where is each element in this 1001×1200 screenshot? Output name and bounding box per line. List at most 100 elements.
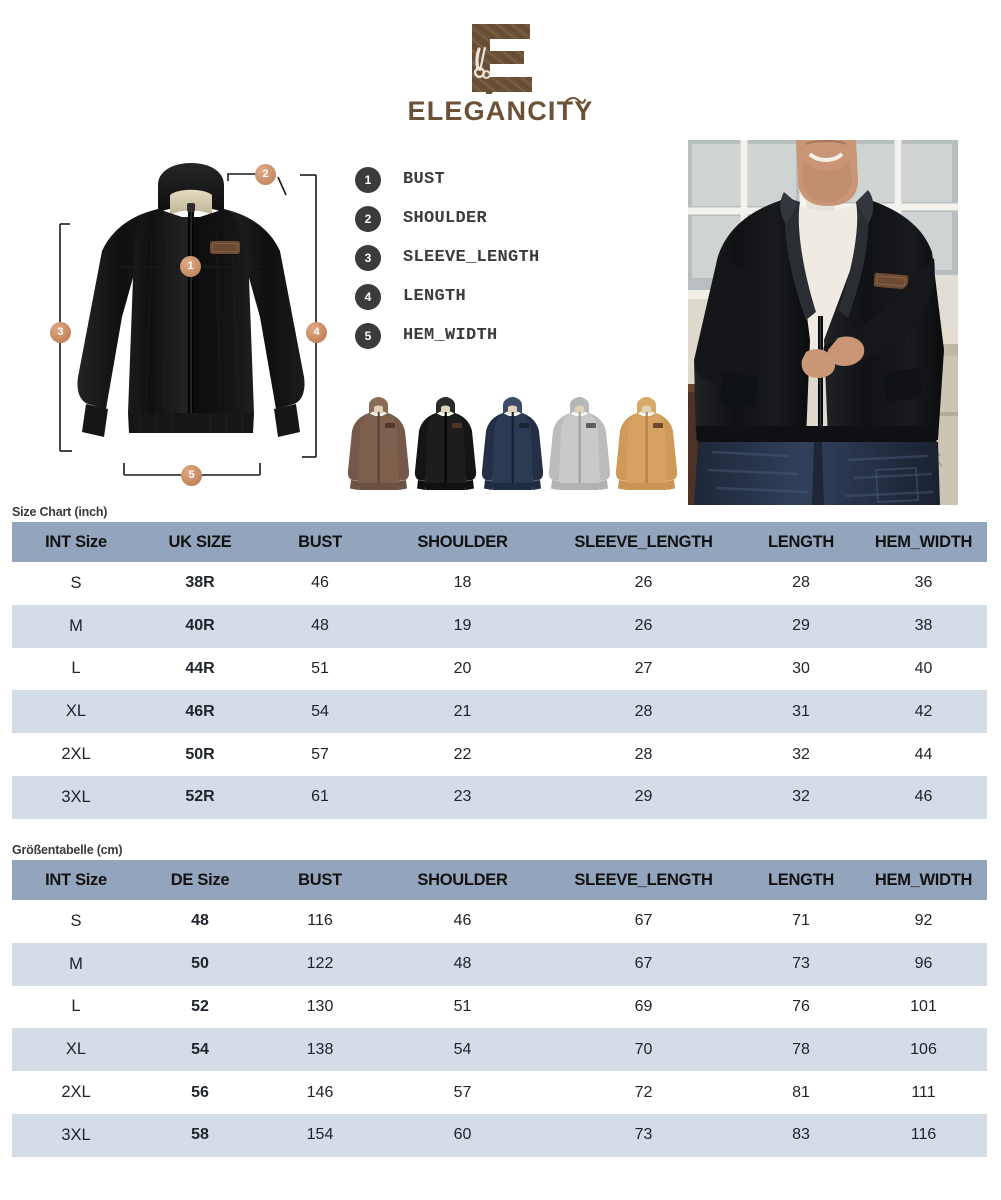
cell-sleeve-length: 67 xyxy=(545,900,742,943)
cell-uk-size: 38R xyxy=(140,562,260,605)
color-variant-light-grey[interactable] xyxy=(546,392,613,497)
cell-hem-width: 116 xyxy=(860,1113,987,1157)
table-row: L 52 130 51 69 76 101 xyxy=(12,985,987,1029)
legend-badge-3: 3 xyxy=(355,244,381,271)
cell-shoulder: 51 xyxy=(380,985,545,1029)
cell-bust: 46 xyxy=(260,562,380,605)
cell-bust: 61 xyxy=(260,775,380,819)
cell-int-size: XL xyxy=(12,1028,140,1072)
color-variant-black[interactable] xyxy=(412,392,479,497)
size-chart-inch-table: INT Size UK SIZE BUST SHOULDER SLEEVE_LE… xyxy=(12,522,987,819)
table-row: S 48 116 46 67 71 92 xyxy=(12,900,987,943)
model-photo xyxy=(688,140,958,505)
legend-item-length: 4 LENGTH xyxy=(355,277,655,316)
cell-int-size: XL xyxy=(12,690,140,734)
table-row: 3XL 58 154 60 73 83 116 xyxy=(12,1113,987,1157)
jacket-illustration-icon xyxy=(59,163,317,476)
cell-sleeve-length: 67 xyxy=(545,942,742,986)
cell-length: 73 xyxy=(742,942,860,986)
column-header-length: LENGTH xyxy=(742,522,860,562)
table-row: XL 46R 54 21 28 31 42 xyxy=(12,690,987,734)
model-photo-illustration xyxy=(688,140,958,505)
cell-bust: 138 xyxy=(260,1028,380,1072)
size-chart-cm-section: Größentabelle (cm) INT Size DE Size BUST… xyxy=(0,843,1001,1157)
cell-de-size: 58 xyxy=(140,1113,260,1157)
cell-int-size: L xyxy=(12,647,140,691)
diagram-marker-hem-width: 5 xyxy=(181,465,202,486)
cell-sleeve-length: 72 xyxy=(545,1071,742,1114)
legend-label-length: LENGTH xyxy=(403,287,467,306)
measurement-diagram: 1 2 3 4 5 xyxy=(40,155,352,500)
legend-item-sleeve-length: 3 SLEEVE_LENGTH xyxy=(355,238,655,277)
cell-shoulder: 20 xyxy=(380,647,545,691)
cell-de-size: 54 xyxy=(140,1028,260,1072)
cell-int-size: M xyxy=(12,942,140,986)
table-header-row: INT Size DE Size BUST SHOULDER SLEEVE_LE… xyxy=(12,860,987,900)
legend-item-bust: 1 BUST xyxy=(355,160,655,199)
legend-badge-1: 1 xyxy=(355,166,381,193)
cell-hem-width: 42 xyxy=(860,690,987,734)
cell-length: 76 xyxy=(742,985,860,1029)
table-row: S 38R 46 18 26 28 36 xyxy=(12,562,987,605)
legend-label-shoulder: SHOULDER xyxy=(403,209,488,228)
column-header-shoulder: SHOULDER xyxy=(380,522,545,562)
cell-int-size: 2XL xyxy=(12,1071,140,1114)
diagram-marker-bust: 1 xyxy=(180,256,201,277)
cell-uk-size: 52R xyxy=(140,775,260,819)
cell-hem-width: 40 xyxy=(860,647,987,691)
cell-hem-width: 96 xyxy=(860,942,987,986)
cell-bust: 154 xyxy=(260,1113,380,1157)
diagram-marker-length: 4 xyxy=(306,322,327,343)
cell-de-size: 52 xyxy=(140,985,260,1029)
column-header-hem-width: HEM_WIDTH xyxy=(860,860,987,900)
table-row: L 44R 51 20 27 30 40 xyxy=(12,647,987,691)
cell-uk-size: 46R xyxy=(140,690,260,734)
cell-shoulder: 21 xyxy=(380,690,545,734)
column-header-length: LENGTH xyxy=(742,860,860,900)
cell-sleeve-length: 70 xyxy=(545,1028,742,1072)
color-variant-brown[interactable] xyxy=(345,392,412,497)
color-variant-navy[interactable] xyxy=(479,392,546,497)
column-header-sleeve-length: SLEEVE_LENGTH xyxy=(545,522,742,562)
elegancity-monogram-icon xyxy=(466,22,536,100)
cell-bust: 54 xyxy=(260,690,380,734)
table-row: 2XL 56 146 57 72 81 111 xyxy=(12,1071,987,1114)
size-chart-inch-section: Size Chart (inch) INT Size UK SIZE BUST … xyxy=(0,505,1001,819)
diagram-marker-shoulder: 2 xyxy=(255,164,276,185)
cell-sleeve-length: 26 xyxy=(545,604,742,648)
cell-de-size: 56 xyxy=(140,1071,260,1114)
cell-bust: 57 xyxy=(260,733,380,776)
legend-label-hem-width: HEM_WIDTH xyxy=(403,326,498,345)
cell-hem-width: 38 xyxy=(860,604,987,648)
brand-wordmark: ELEGANCITY xyxy=(0,96,1001,127)
legend-badge-4: 4 xyxy=(355,283,381,310)
column-header-shoulder: SHOULDER xyxy=(380,860,545,900)
cell-bust: 122 xyxy=(260,942,380,986)
cell-hem-width: 101 xyxy=(860,985,987,1029)
table-row: XL 54 138 54 70 78 106 xyxy=(12,1028,987,1072)
cell-bust: 48 xyxy=(260,604,380,648)
brand-logo-block: ELEGANCITY xyxy=(0,0,1001,130)
column-header-int-size: INT Size xyxy=(12,522,140,562)
cell-de-size: 50 xyxy=(140,942,260,986)
cell-sleeve-length: 26 xyxy=(545,562,742,605)
cell-length: 29 xyxy=(742,604,860,648)
table-header-row: INT Size UK SIZE BUST SHOULDER SLEEVE_LE… xyxy=(12,522,987,562)
cell-length: 31 xyxy=(742,690,860,734)
color-variant-camel[interactable] xyxy=(613,392,680,497)
cell-sleeve-length: 27 xyxy=(545,647,742,691)
cell-shoulder: 54 xyxy=(380,1028,545,1072)
cell-int-size: S xyxy=(12,900,140,943)
cell-length: 83 xyxy=(742,1113,860,1157)
cell-hem-width: 46 xyxy=(860,775,987,819)
legend-badge-2: 2 xyxy=(355,205,381,232)
table-row: 3XL 52R 61 23 29 32 46 xyxy=(12,775,987,819)
cell-bust: 146 xyxy=(260,1071,380,1114)
size-chart-cm-table: INT Size DE Size BUST SHOULDER SLEEVE_LE… xyxy=(12,860,987,1157)
table-row: M 40R 48 19 26 29 38 xyxy=(12,604,987,648)
cell-hem-width: 92 xyxy=(860,900,987,943)
cell-hem-width: 106 xyxy=(860,1028,987,1072)
cell-hem-width: 111 xyxy=(860,1071,987,1114)
size-chart-inch-caption: Size Chart (inch) xyxy=(12,505,108,519)
cell-length: 32 xyxy=(742,775,860,819)
